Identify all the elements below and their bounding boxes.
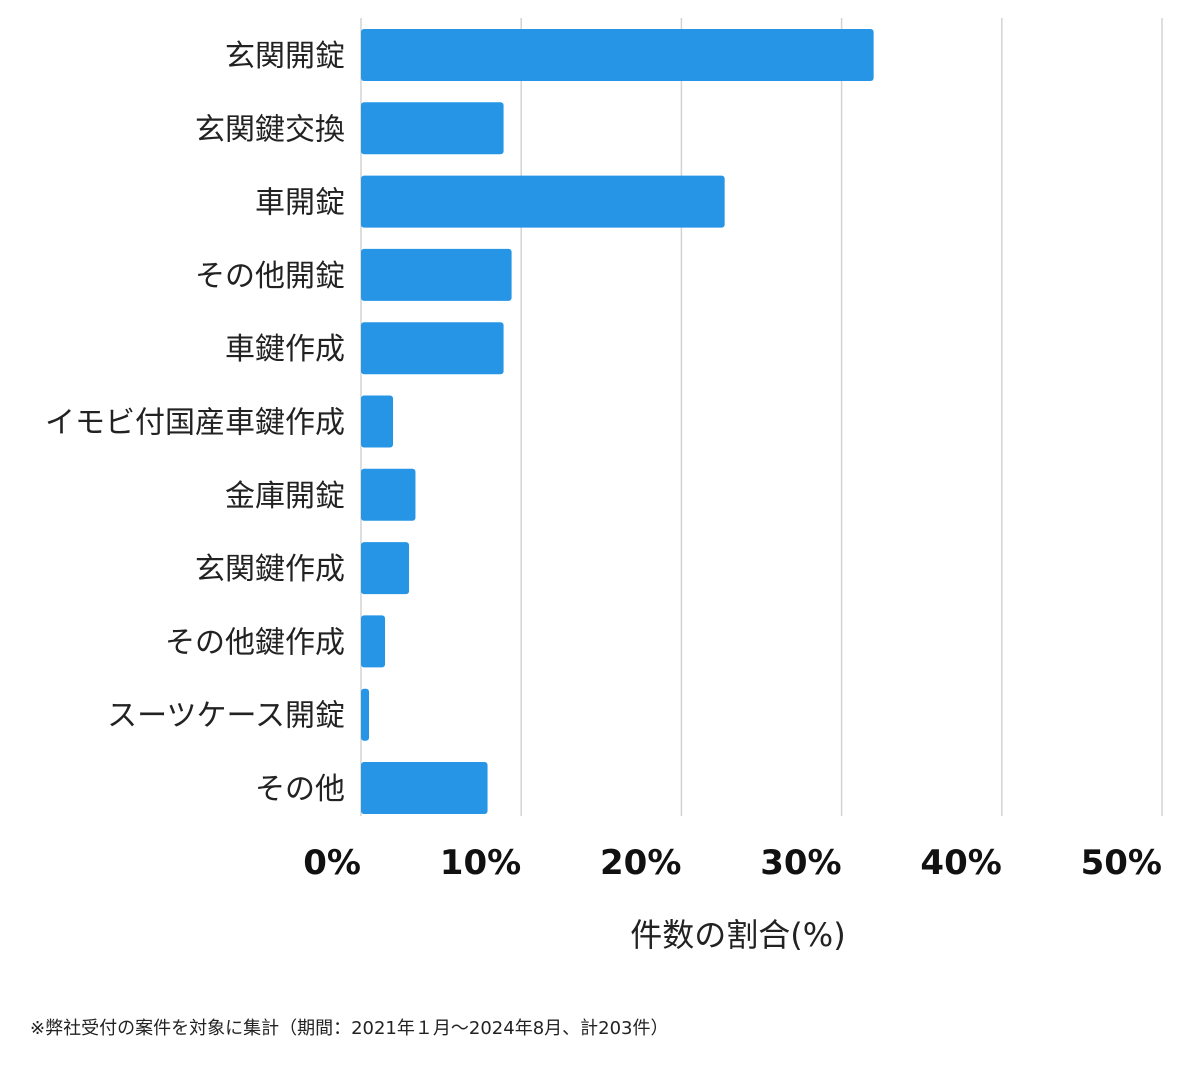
bar — [361, 688, 370, 741]
category-label: 車鍵作成 — [225, 332, 345, 367]
x-tick-label: 50% — [1081, 843, 1162, 883]
category-label: イモビ付国産車鍵作成 — [45, 406, 345, 441]
category-label: 車開錠 — [255, 186, 345, 221]
category-labels: 玄関開錠玄関鍵交換車開錠その他開錠車鍵作成イモビ付国産車鍵作成金庫開錠玄関鍵作成… — [45, 39, 345, 807]
x-axis-title: 件数の割合(%) — [630, 916, 845, 954]
bars — [361, 29, 874, 814]
bar — [361, 542, 410, 595]
bar — [361, 29, 874, 81]
category-label: スーツケース開錠 — [107, 699, 345, 734]
category-label: 金庫開錠 — [225, 479, 345, 514]
x-tick-labels: 0% 10% 20% 30% 40% 50% — [303, 843, 1162, 883]
x-tick-label: 10% — [440, 843, 521, 883]
bar — [361, 175, 725, 228]
category-label: その他開錠 — [195, 259, 345, 294]
x-tick-label: 30% — [760, 843, 841, 883]
bar — [361, 615, 386, 668]
x-tick-label: 40% — [920, 843, 1001, 883]
category-label: 玄関鍵交換 — [195, 112, 345, 147]
bar — [361, 322, 504, 375]
category-label: 玄関開錠 — [225, 39, 345, 74]
gridlines — [360, 18, 1163, 816]
category-label: その他 — [255, 772, 345, 807]
bar — [361, 102, 504, 155]
category-label: 玄関鍵作成 — [195, 552, 345, 587]
category-label: その他鍵作成 — [165, 625, 345, 660]
x-tick-label: 20% — [600, 843, 681, 883]
bar — [361, 468, 416, 521]
x-tick-label: 0% — [303, 843, 361, 883]
bar — [361, 395, 394, 448]
bar — [361, 248, 512, 301]
footnote: ※弊社受付の案件を対象に集計（期間：2021年１月〜2024年8月、計203件） — [30, 1018, 669, 1039]
bar — [361, 762, 488, 814]
